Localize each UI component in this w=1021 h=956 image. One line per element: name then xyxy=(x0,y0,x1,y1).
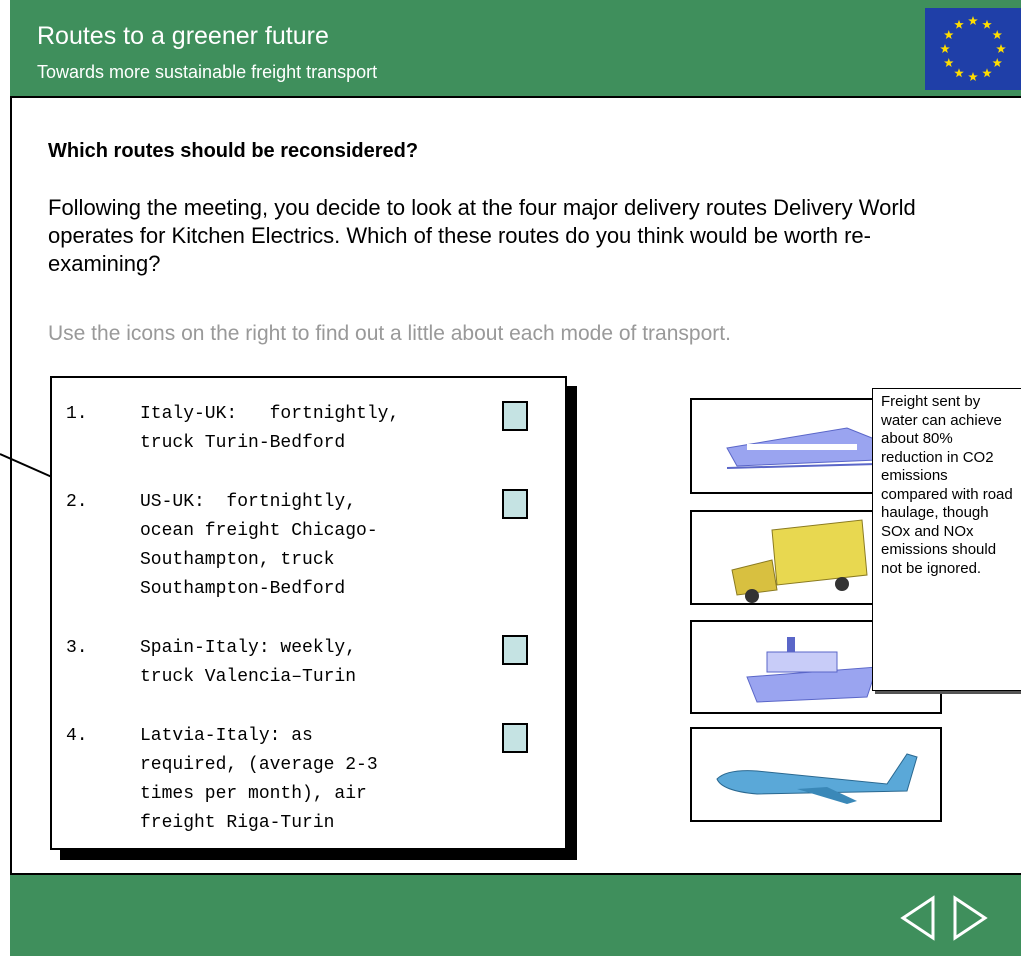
tooltip-line: SOx and NOx xyxy=(881,523,1021,542)
question: Which routes should be reconsidered? xyxy=(48,140,418,163)
route-checkbox[interactable] xyxy=(502,723,528,753)
route-line: freight Riga-Turin xyxy=(140,809,378,838)
route-text: US-UK: fortnightly,ocean freight Chicago… xyxy=(140,488,378,604)
route-number: 2. xyxy=(66,488,88,517)
footer xyxy=(10,873,1021,956)
route-number: 1. xyxy=(66,400,88,429)
route-text: Italy-UK: fortnightly,truck Turin-Bedfor… xyxy=(140,400,399,458)
route-line: times per month), air xyxy=(140,780,378,809)
route-checkbox[interactable] xyxy=(502,635,528,665)
eu-flag xyxy=(925,8,1021,90)
route-line: truck Turin-Bedford xyxy=(140,429,399,458)
tooltip-line: Freight sent by xyxy=(881,393,1021,412)
route-line: US-UK: fortnightly, xyxy=(140,488,378,517)
route-line: truck Valencia–Turin xyxy=(140,663,356,692)
route-checkbox[interactable] xyxy=(502,489,528,519)
route-number: 3. xyxy=(66,634,88,663)
next-button[interactable] xyxy=(950,895,990,941)
paragraph: Following the meeting, you decide to loo… xyxy=(48,194,948,278)
route-line: Southampton, truck xyxy=(140,546,378,575)
route-list: 1. Italy-UK: fortnightly,truck Turin-Bedf… xyxy=(50,376,567,850)
tooltip-line: about 80% xyxy=(881,430,1021,449)
route-line: Spain-Italy: weekly, xyxy=(140,634,356,663)
title: Routes to a greener future xyxy=(37,22,329,51)
route-text: Spain-Italy: weekly,truck Valencia–Turin xyxy=(140,634,356,692)
route-number: 4. xyxy=(66,722,88,751)
route-line: required, (average 2-3 xyxy=(140,751,378,780)
tooltip-line: not be ignored. xyxy=(881,560,1021,579)
route-line: Italy-UK: fortnightly, xyxy=(140,400,399,429)
plane-icon[interactable] xyxy=(690,727,942,822)
back-button[interactable] xyxy=(898,895,938,941)
route-checkbox[interactable] xyxy=(502,401,528,431)
hint: Use the icons on the right to find out a… xyxy=(48,322,731,346)
tooltip-line: emissions should xyxy=(881,541,1021,560)
subtitle: Towards more sustainable freight transpo… xyxy=(37,62,377,83)
tooltip-line: reduction in CO2 xyxy=(881,449,1021,468)
tooltip-line: haulage, though xyxy=(881,504,1021,523)
tooltip-line: water can achieve xyxy=(881,412,1021,431)
tooltip-line: compared with road xyxy=(881,486,1021,505)
header: Routes to a greener future Towards more … xyxy=(10,0,1021,98)
page: Routes to a greener future Towards more … xyxy=(0,0,1021,956)
route-line: ocean freight Chicago- xyxy=(140,517,378,546)
tooltip-line: emissions xyxy=(881,467,1021,486)
route-line: Latvia-Italy: as xyxy=(140,722,378,751)
route-line: Southampton-Bedford xyxy=(140,575,378,604)
